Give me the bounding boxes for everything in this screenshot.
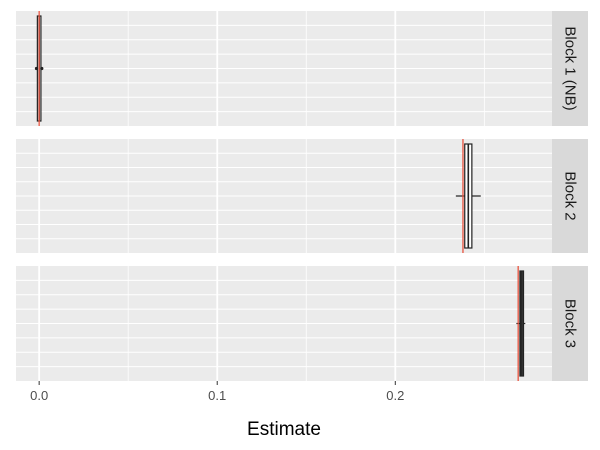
facet-panel-2: Block 2 xyxy=(16,139,588,253)
facet-panel-3: Block 3 xyxy=(16,266,588,381)
x-axis-title: Estimate xyxy=(247,419,321,440)
x-tick-label: 0.0 xyxy=(30,388,48,403)
strip-label: Block 1 (NB) xyxy=(562,26,579,110)
strip-label: Block 3 xyxy=(562,299,579,348)
strip-background xyxy=(552,266,588,381)
outlier-point xyxy=(34,66,39,71)
strip-background xyxy=(552,139,588,253)
box xyxy=(519,270,525,377)
x-tick-label: 0.1 xyxy=(208,388,226,403)
facet-panels: Block 1 (NB) Block 2 Block 3 xyxy=(16,11,588,381)
x-tick-label: 0.2 xyxy=(386,388,404,403)
facet-panel-1: Block 1 (NB) xyxy=(16,11,588,126)
strip-background xyxy=(552,11,588,126)
outlier-point xyxy=(40,66,44,71)
x-axis: 0.0 0.1 0.2 xyxy=(30,381,404,403)
strip-label: Block 2 xyxy=(562,171,579,220)
